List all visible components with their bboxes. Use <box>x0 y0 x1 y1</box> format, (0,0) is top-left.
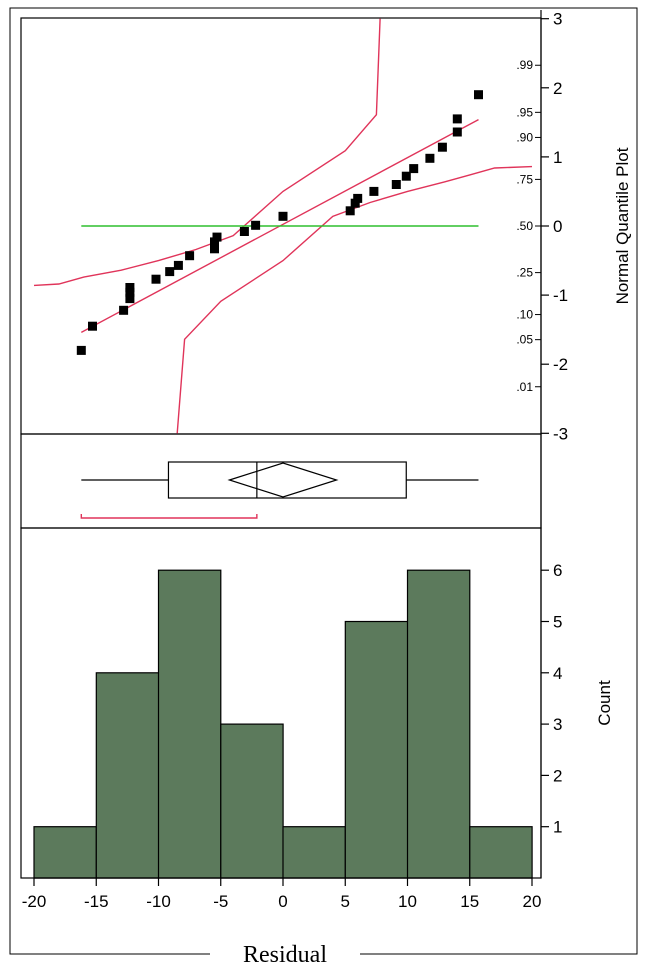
count-tick-label: 4 <box>553 664 562 683</box>
probability-tick-label: .99 <box>516 58 533 72</box>
histogram-bar <box>344 620 409 879</box>
histogram-bar <box>406 569 471 879</box>
quantile-point <box>212 232 222 242</box>
quantile-point <box>185 251 195 261</box>
quantile-point <box>125 294 135 304</box>
quantile-point <box>151 274 161 284</box>
quantile-point <box>452 114 462 124</box>
quantile-point <box>452 127 462 137</box>
title-gap <box>210 946 360 962</box>
x-tick-label: -5 <box>213 892 228 911</box>
probability-tick-label: .25 <box>516 266 533 280</box>
quantile-plot-layer <box>33 18 533 434</box>
count-tick-label: 5 <box>553 613 562 632</box>
probability-tick-label: .90 <box>516 130 533 144</box>
quantile-point <box>437 142 447 152</box>
histogram-bar <box>469 826 533 879</box>
quantile-point <box>173 260 183 270</box>
probability-tick-label: .01 <box>516 380 533 394</box>
interquartile-box <box>167 461 407 499</box>
x-tick-label: 5 <box>341 892 350 911</box>
quantile-point <box>125 287 135 297</box>
quantile-tick-label: -1 <box>553 286 568 305</box>
boxplot-layer <box>80 461 479 519</box>
axes-layer: 3210-1-2-3.99.95.90.75.50.25.10.05.01123… <box>22 10 568 911</box>
count-tick-label: 6 <box>553 561 562 580</box>
boxplot-panel <box>20 433 542 529</box>
quantile-point <box>239 227 249 236</box>
quantile-point <box>165 267 175 277</box>
probability-tick-label: .50 <box>516 219 533 233</box>
count-axis-label: Count <box>595 680 614 726</box>
quantile-point <box>474 90 483 100</box>
quantile-point <box>278 211 288 221</box>
histogram-bar <box>157 569 222 879</box>
quantile-tick-label: 1 <box>553 148 562 167</box>
x-tick-label: 15 <box>460 892 479 911</box>
histogram-bar <box>282 826 346 879</box>
count-tick-label: 2 <box>553 766 562 785</box>
quantile-tick-label: 3 <box>553 10 562 29</box>
x-axis-title: Residual <box>243 942 327 968</box>
upper-confidence-band <box>33 18 381 287</box>
x-tick-label: 0 <box>278 892 287 911</box>
quantile-point <box>350 198 360 208</box>
histogram-bar <box>220 723 284 879</box>
quantile-point <box>251 220 261 230</box>
histogram-bar <box>95 672 160 879</box>
mean-diamond <box>227 462 339 498</box>
quantile-point <box>391 180 401 189</box>
quantile-axis-label: Normal Quantile Plot <box>613 147 632 304</box>
quantile-point <box>409 164 419 174</box>
probability-tick-label: .10 <box>516 308 533 322</box>
x-tick-label: -10 <box>146 892 171 911</box>
quantile-point <box>88 321 97 331</box>
probability-tick-label: .95 <box>516 105 533 119</box>
quantile-tick-label: 2 <box>553 79 562 98</box>
probability-tick-label: .75 <box>516 172 533 186</box>
histogram-bar <box>33 826 97 879</box>
histogram-layer <box>33 569 533 879</box>
quantile-point <box>425 153 435 163</box>
x-tick-label: 20 <box>523 892 542 911</box>
quantile-point <box>125 283 135 292</box>
quantile-point <box>210 237 219 247</box>
quantile-point <box>401 171 411 181</box>
quantile-point <box>119 305 129 315</box>
quantile-tick-label: 0 <box>553 217 562 236</box>
quantile-point <box>369 186 379 196</box>
quantile-tick-label: -3 <box>553 424 568 443</box>
shortest-half-bracket <box>80 514 258 519</box>
probability-tick-label: .05 <box>516 333 533 347</box>
quantile-point <box>210 244 219 254</box>
x-tick-label: 10 <box>398 892 417 911</box>
count-tick-label: 1 <box>553 818 562 837</box>
quantile-point <box>353 193 363 203</box>
quantile-tick-label: -2 <box>553 355 568 374</box>
x-tick-label: -20 <box>22 892 47 911</box>
quantile-point <box>345 206 355 216</box>
count-tick-label: 3 <box>553 715 562 734</box>
lower-confidence-band <box>176 165 533 434</box>
x-tick-label: -15 <box>84 892 109 911</box>
quantile-point <box>76 345 86 355</box>
